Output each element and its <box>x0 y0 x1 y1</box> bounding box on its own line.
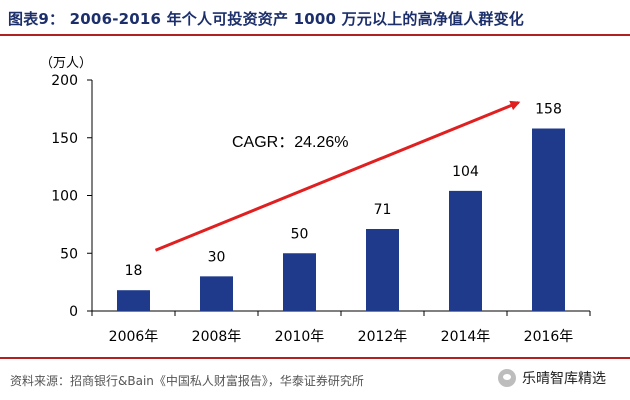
x-tick-label: 2012年 <box>358 329 408 345</box>
footer-divider <box>0 357 630 359</box>
bar-2006年 <box>117 290 150 311</box>
value-label: 30 <box>208 249 226 265</box>
y-tick-label: 100 <box>51 189 78 205</box>
value-labels: 18 30 50 71 104 158 <box>125 102 562 280</box>
x-tick-label: 2016年 <box>524 329 574 345</box>
title-divider <box>0 34 630 36</box>
x-tick-label: 2010年 <box>275 329 325 345</box>
x-tick-label: 2014年 <box>441 329 491 345</box>
bar-2014年 <box>449 190 482 311</box>
value-label: 18 <box>125 263 143 279</box>
y-tick-label: 150 <box>51 131 78 147</box>
cagr-trend-arrow <box>154 100 521 252</box>
x-axis: 2006年 2008年 2010年 2012年 2014年 2016年 <box>91 310 591 345</box>
y-axis: 0 50 100 150 200 <box>51 73 93 320</box>
value-label: 50 <box>291 226 309 242</box>
wechat-icon <box>498 369 516 387</box>
figure-title: 图表9： 2006-2016 年个人可投资资产 1000 万元以上的高净值人群变… <box>8 10 524 28</box>
figure-header: 图表9： 2006-2016 年个人可投资资产 1000 万元以上的高净值人群变… <box>0 0 630 36</box>
y-tick-label: 0 <box>69 304 78 320</box>
y-unit-label: （万人） <box>40 56 92 71</box>
bar-2016年 <box>532 128 565 311</box>
bars <box>117 128 565 311</box>
x-tick-label: 2008年 <box>192 329 242 345</box>
bar-2010年 <box>283 253 316 311</box>
value-label: 158 <box>535 102 562 118</box>
watermark: 乐晴智库精选 <box>498 366 606 390</box>
watermark-text: 乐晴智库精选 <box>522 371 606 387</box>
value-label: 71 <box>374 202 392 218</box>
bar-2008年 <box>200 276 233 311</box>
value-label: 104 <box>452 164 479 180</box>
y-tick-label: 200 <box>51 73 78 89</box>
source-note: 资料来源：招商银行&Bain《中国私人财富报告》，华泰证券研究所 <box>10 374 364 388</box>
cagr-annotation: CAGR：24.26% <box>232 134 349 151</box>
y-tick-label: 50 <box>60 246 78 262</box>
bar-2012年 <box>366 228 399 311</box>
x-tick-label: 2006年 <box>109 329 159 345</box>
